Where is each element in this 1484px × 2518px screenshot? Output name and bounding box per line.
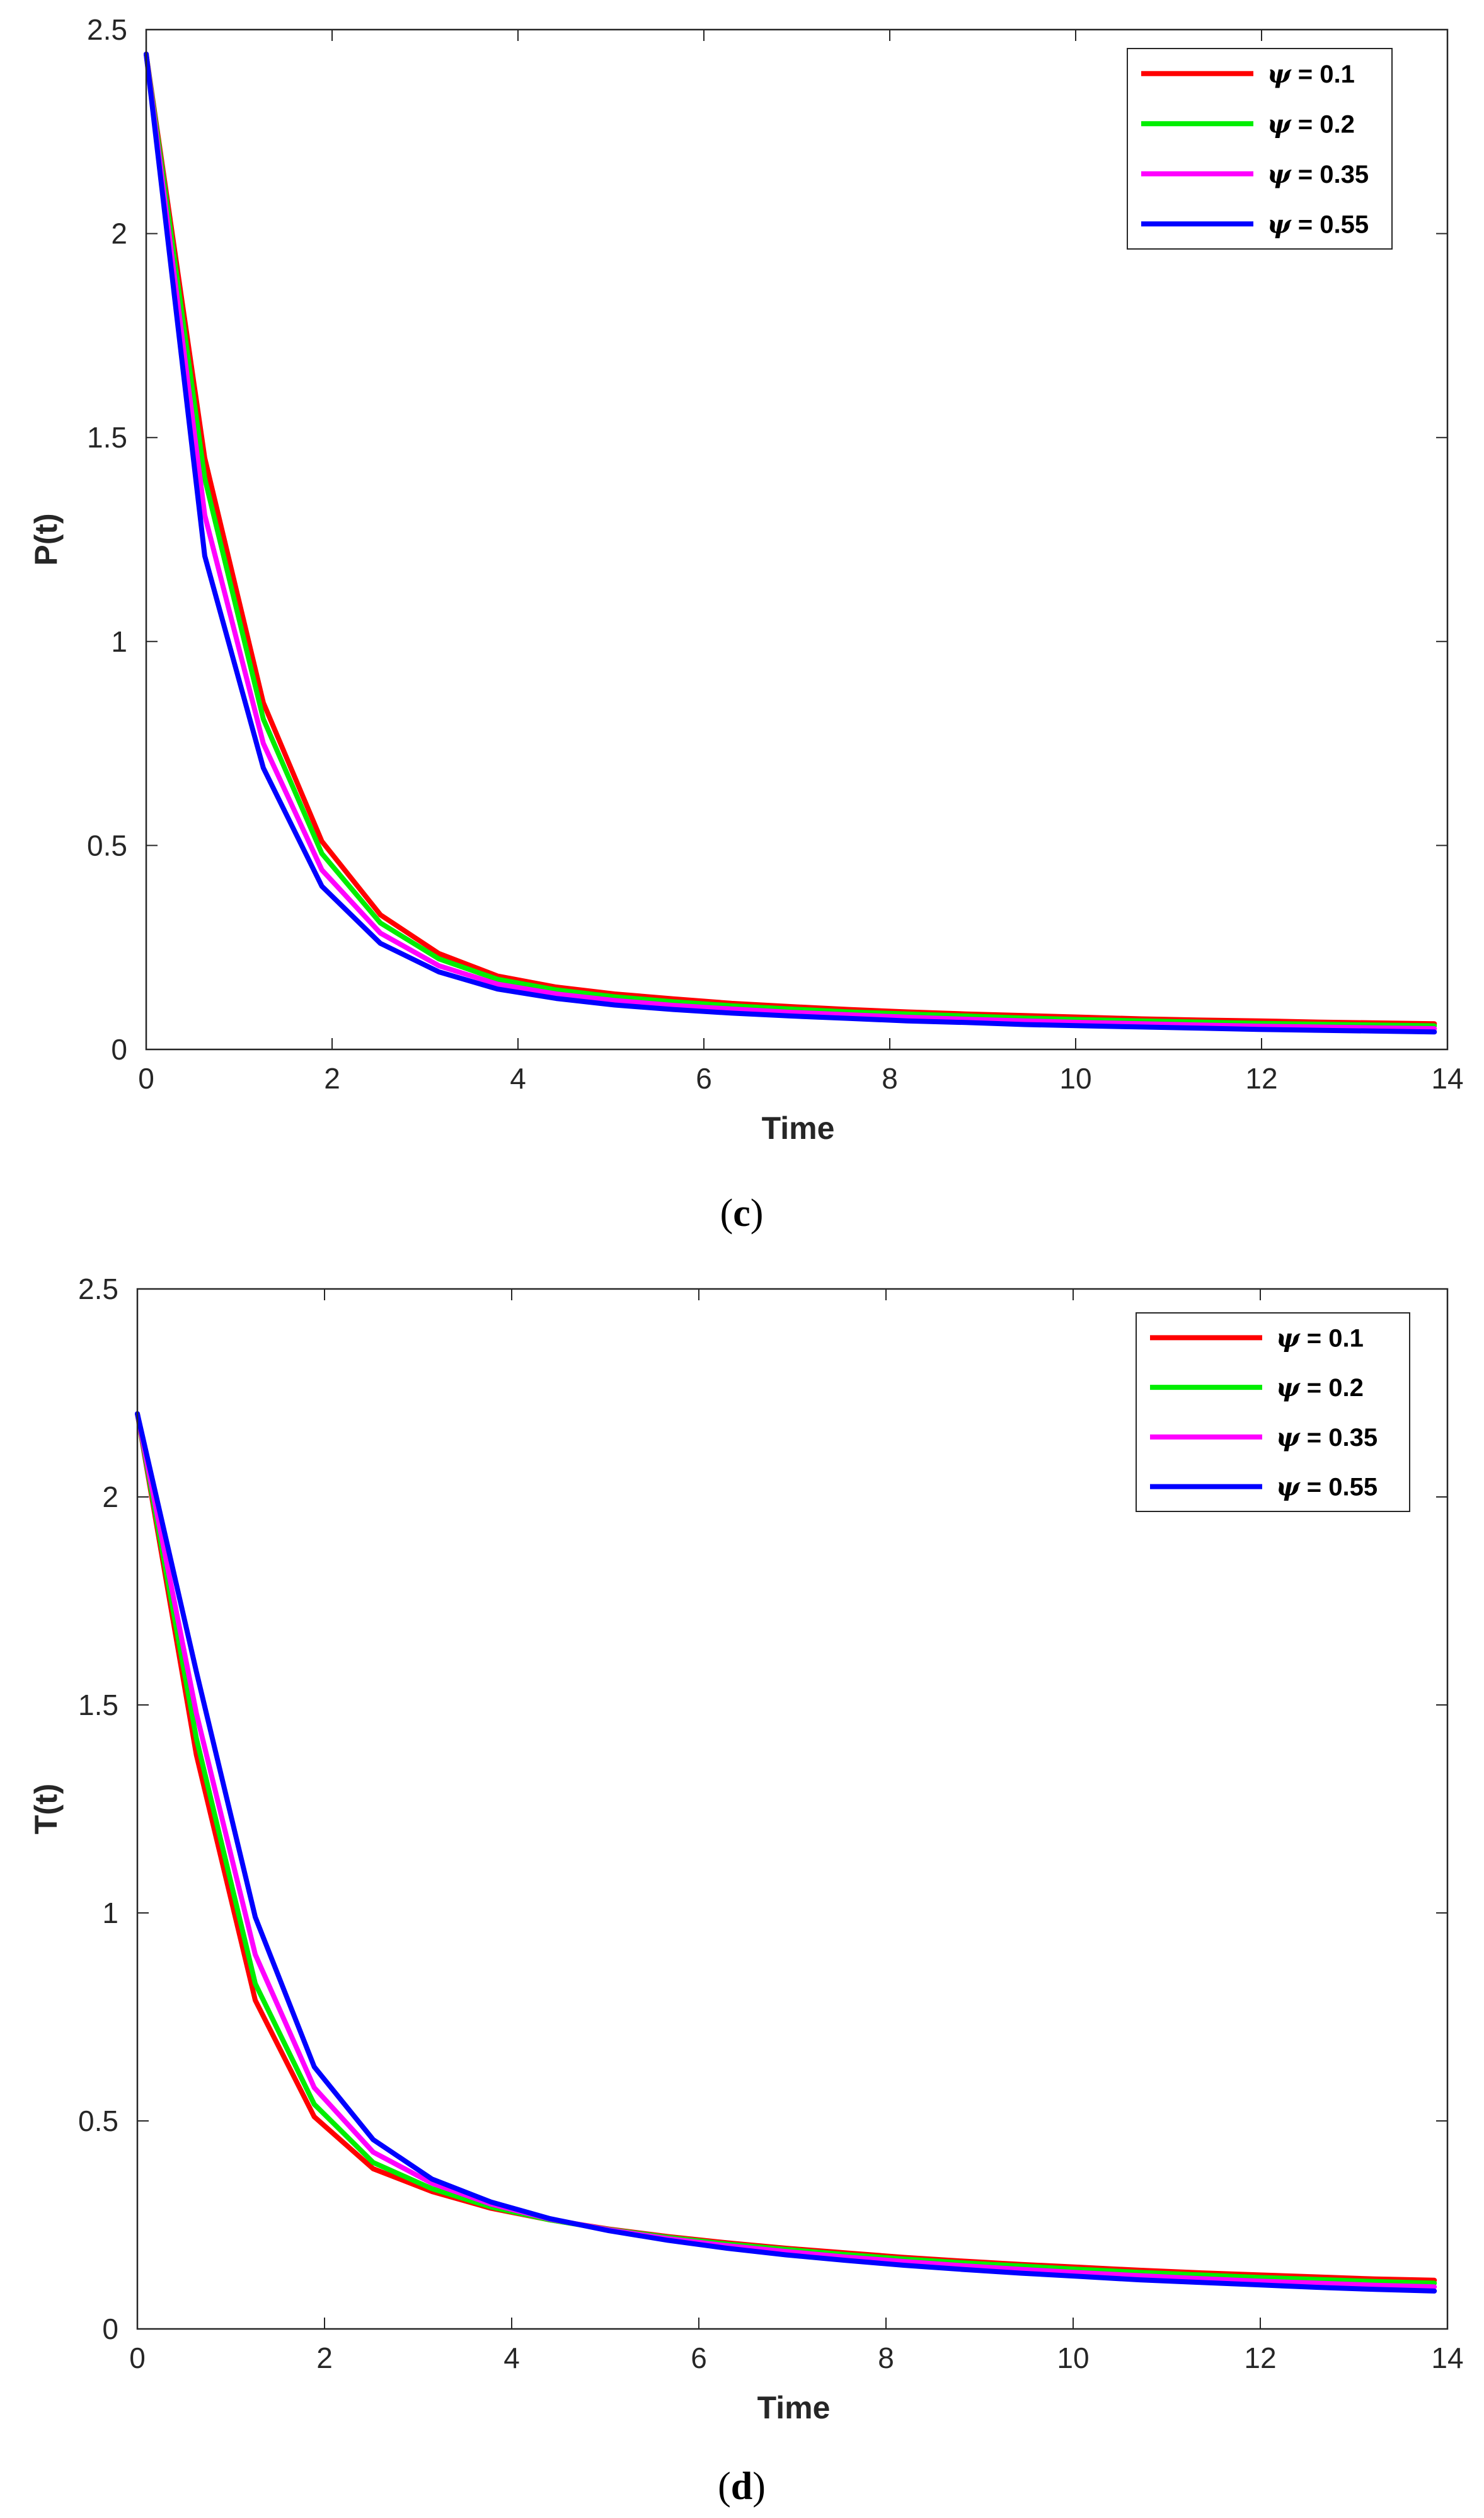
- y-axis-label: T(t): [28, 1784, 64, 1835]
- panel-caption: (c): [720, 1192, 764, 1235]
- legend-equals: =: [1300, 1474, 1329, 1501]
- y-tick-label: 2.5: [87, 13, 127, 46]
- x-tick-label: 10: [1057, 2342, 1089, 2374]
- caption-close-paren: ): [751, 1192, 764, 1235]
- legend-equals: =: [1300, 1374, 1329, 1402]
- x-tick-label: 12: [1245, 1062, 1277, 1095]
- legend-item: ψ = 0.1: [1141, 59, 1355, 89]
- axes-box: [136, 1288, 1449, 2330]
- legend-item: ψ = 0.35: [1150, 1423, 1378, 1452]
- legend-value: 0.55: [1320, 211, 1369, 238]
- legend-label: ψ = 0.2: [1267, 109, 1355, 139]
- legend-value: 0.35: [1320, 161, 1369, 188]
- legend-psi-symbol: ψ: [1267, 109, 1292, 139]
- legend-label: ψ = 0.1: [1267, 59, 1355, 89]
- legend-value: 0.35: [1328, 1424, 1378, 1452]
- y-tick-label: 1: [111, 625, 127, 658]
- caption-open-paren: (: [720, 1192, 733, 1235]
- legend: ψ = 0.1ψ = 0.2ψ = 0.35ψ = 0.55: [1136, 1312, 1410, 1512]
- legend-value: 0.1: [1320, 61, 1355, 88]
- y-tick-label: 0.5: [87, 829, 127, 862]
- y-tick-label: 0: [111, 1033, 127, 1066]
- series-line-psi-0-55: [144, 51, 1437, 1035]
- x-tick-label: 6: [696, 1062, 712, 1095]
- legend-value: 0.2: [1328, 1374, 1364, 1402]
- legend-box: [1127, 48, 1393, 250]
- legend-label: ψ = 0.55: [1267, 209, 1369, 239]
- y-axis-label: P(t): [28, 513, 64, 565]
- legend-item: ψ = 0.55: [1141, 209, 1369, 239]
- x-tick-label: 14: [1431, 2342, 1463, 2374]
- legend-item: ψ = 0.1: [1150, 1323, 1364, 1353]
- caption-close-paren: ): [752, 2465, 766, 2508]
- x-tick-label: 12: [1244, 2342, 1276, 2374]
- legend-label: ψ = 0.35: [1276, 1423, 1378, 1452]
- y-tick-label: 0.5: [78, 2105, 118, 2137]
- y-tick-label: 1.5: [78, 1689, 118, 1721]
- legend-value: 0.1: [1328, 1324, 1364, 1352]
- legend-label: ψ = 0.2: [1276, 1373, 1364, 1402]
- caption-letter: d: [731, 2465, 752, 2508]
- legend-equals: =: [1291, 211, 1320, 238]
- caption-open-paren: (: [718, 2465, 731, 2508]
- legend-equals: =: [1300, 1424, 1329, 1452]
- panel-caption: (d): [718, 2465, 766, 2508]
- series-line-psi-0-55: [135, 1411, 1437, 2294]
- x-axis-label: Time: [757, 2390, 831, 2425]
- y-tick-label: 1.5: [87, 421, 127, 454]
- legend-label: ψ = 0.35: [1267, 159, 1369, 189]
- legend-psi-symbol: ψ: [1276, 1472, 1301, 1502]
- legend-psi-symbol: ψ: [1276, 1423, 1301, 1452]
- x-tick-label: 10: [1059, 1062, 1091, 1095]
- legend-label: ψ = 0.55: [1276, 1472, 1378, 1502]
- legend-psi-symbol: ψ: [1267, 159, 1292, 189]
- legend-value: 0.55: [1328, 1474, 1378, 1501]
- axes-box: [145, 28, 1449, 1051]
- legend-equals: =: [1300, 1324, 1329, 1352]
- x-tick-label: 4: [503, 2342, 520, 2374]
- y-tick-label: 2.5: [78, 1273, 118, 1305]
- legend-item: ψ = 0.35: [1141, 159, 1369, 189]
- x-tick-label: 14: [1431, 1062, 1463, 1095]
- caption-letter: c: [733, 1192, 751, 1235]
- legend: ψ = 0.1ψ = 0.2ψ = 0.35ψ = 0.55: [1127, 48, 1393, 250]
- legend-psi-symbol: ψ: [1276, 1323, 1301, 1353]
- x-tick-label: 0: [129, 2342, 146, 2374]
- series-line-psi-0-2: [144, 51, 1437, 1029]
- legend-psi-symbol: ψ: [1267, 59, 1292, 89]
- x-axis-label: Time: [762, 1111, 835, 1146]
- y-tick-label: 2: [111, 217, 127, 250]
- legend-equals: =: [1291, 110, 1320, 138]
- y-tick-label: 2: [102, 1481, 118, 1513]
- legend-value: 0.2: [1320, 110, 1355, 138]
- series-line-psi-0-35: [144, 51, 1437, 1031]
- legend-equals: =: [1291, 61, 1320, 88]
- y-tick-label: 1: [102, 1897, 118, 1929]
- legend-psi-symbol: ψ: [1276, 1373, 1301, 1402]
- legend-item: ψ = 0.2: [1141, 109, 1355, 139]
- x-tick-label: 8: [878, 2342, 894, 2374]
- x-tick-label: 2: [324, 1062, 340, 1095]
- legend-label: ψ = 0.1: [1276, 1323, 1364, 1353]
- y-tick-label: 0: [102, 2313, 118, 2345]
- x-tick-label: 0: [138, 1062, 154, 1095]
- series-line-psi-0-35: [135, 1411, 1437, 2290]
- x-tick-label: 8: [882, 1062, 898, 1095]
- legend-item: ψ = 0.2: [1150, 1373, 1364, 1402]
- legend-equals: =: [1291, 161, 1320, 188]
- legend-box: [1136, 1312, 1410, 1512]
- x-tick-label: 2: [316, 2342, 333, 2374]
- x-tick-label: 6: [691, 2342, 707, 2374]
- legend-psi-symbol: ψ: [1267, 209, 1292, 239]
- legend-item: ψ = 0.55: [1150, 1472, 1378, 1502]
- x-tick-label: 4: [510, 1062, 526, 1095]
